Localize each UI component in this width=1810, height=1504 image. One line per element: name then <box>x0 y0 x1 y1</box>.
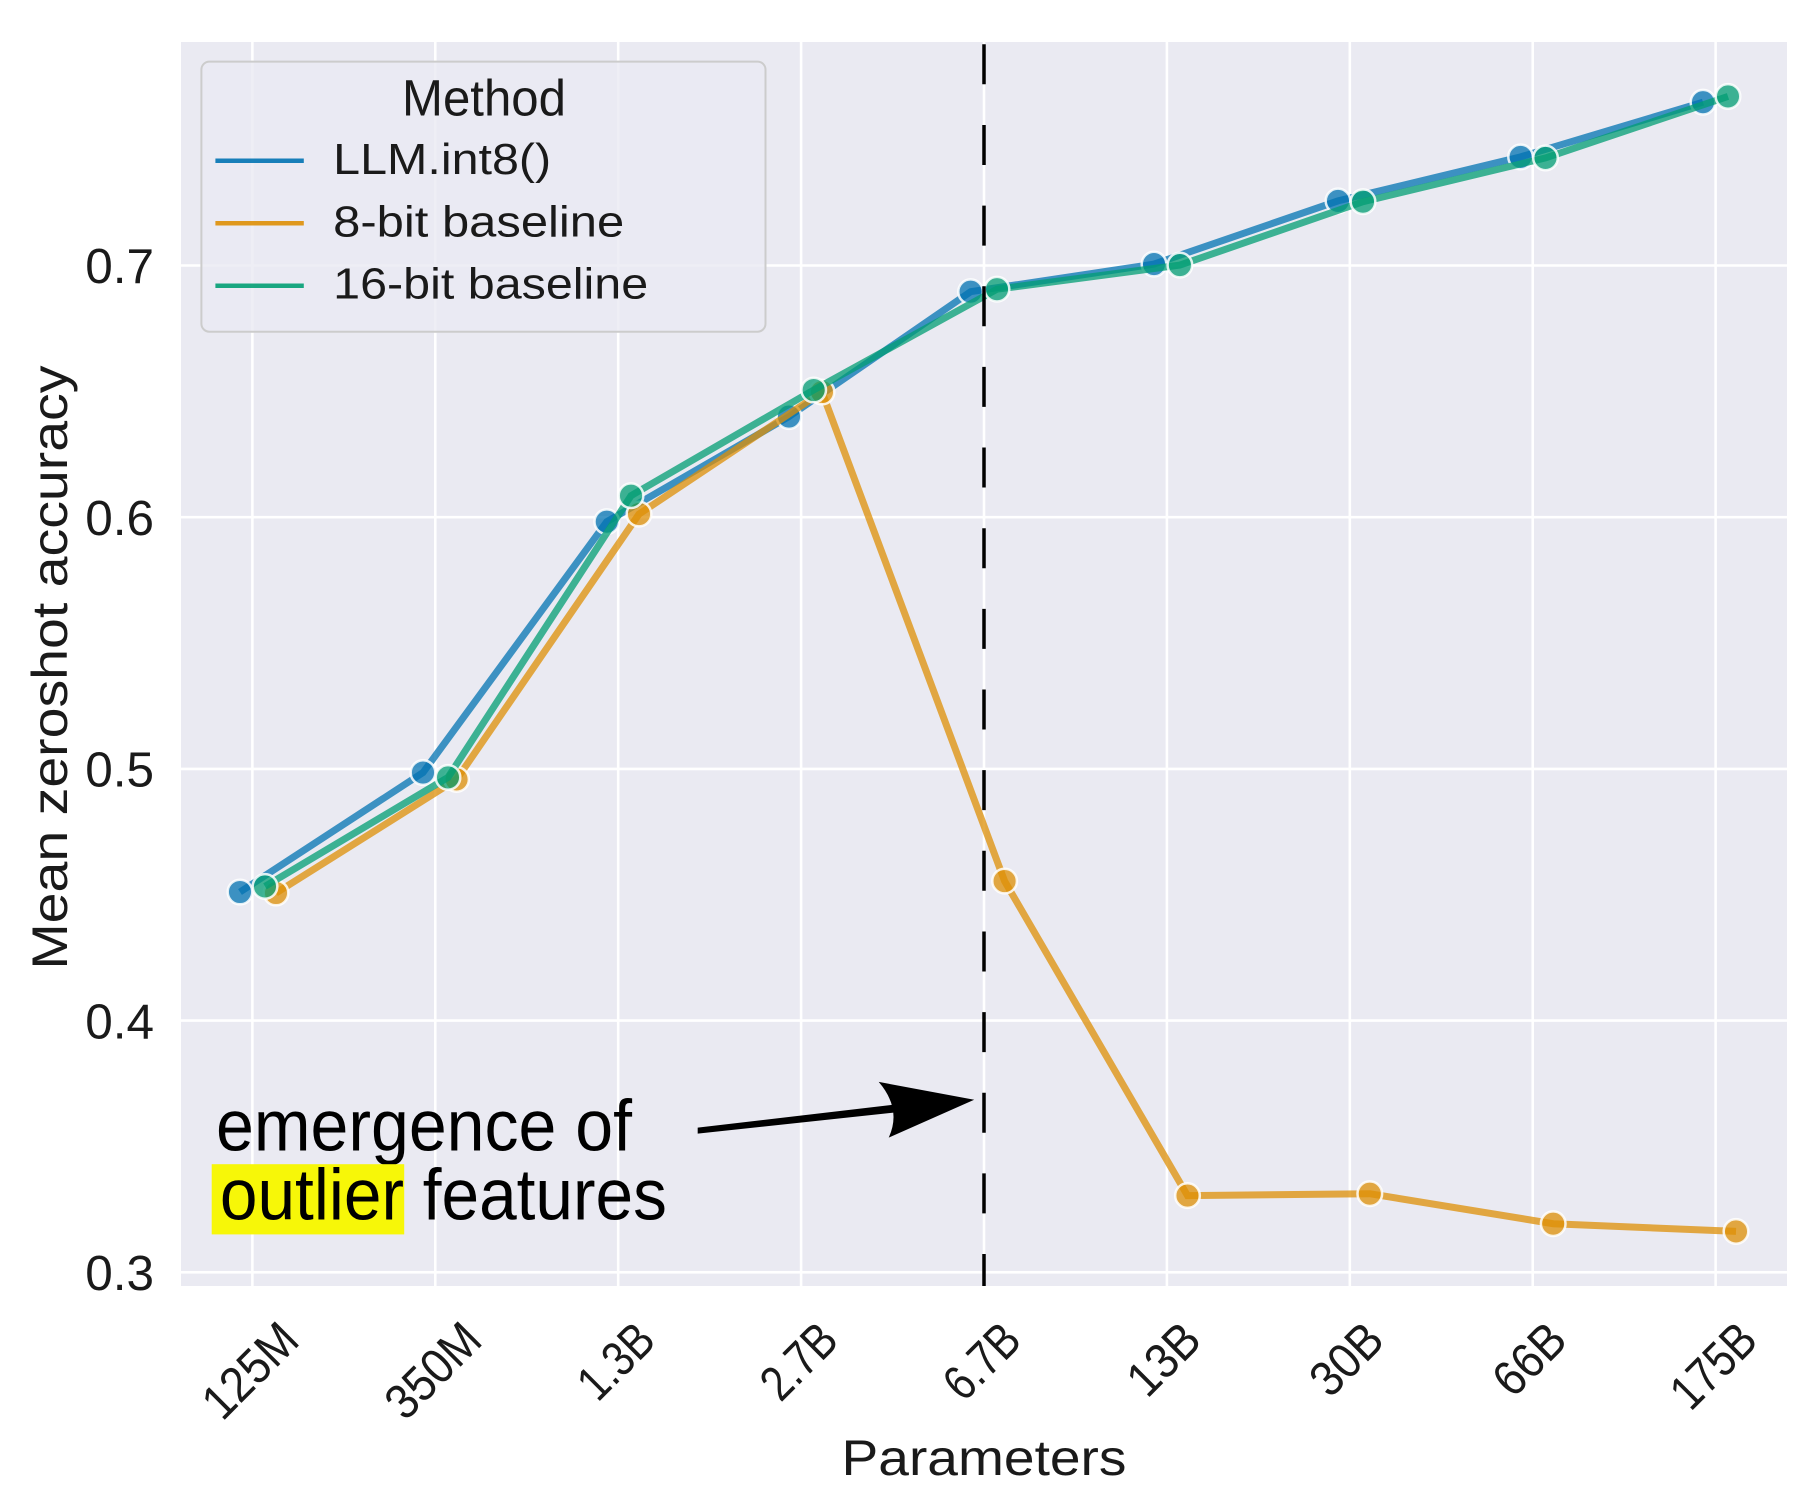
svg-text:LLM.int8(): LLM.int8() <box>333 135 551 184</box>
svg-text:0.7: 0.7 <box>85 239 154 294</box>
svg-text:8-bit baseline: 8-bit baseline <box>333 197 624 246</box>
svg-text:16-bit baseline: 16-bit baseline <box>333 260 648 309</box>
svg-text:Parameters: Parameters <box>842 1430 1127 1486</box>
svg-text:emergence of: emergence of <box>216 1087 633 1167</box>
svg-text:0.4: 0.4 <box>85 994 154 1049</box>
svg-text:0.3: 0.3 <box>85 1246 154 1301</box>
svg-text:outlier features: outlier features <box>220 1156 667 1236</box>
svg-text:0.6: 0.6 <box>85 491 154 546</box>
svg-text:0.5: 0.5 <box>85 743 154 798</box>
svg-text:Method: Method <box>402 69 566 126</box>
svg-text:Mean zeroshot accuracy: Mean zeroshot accuracy <box>22 366 78 970</box>
